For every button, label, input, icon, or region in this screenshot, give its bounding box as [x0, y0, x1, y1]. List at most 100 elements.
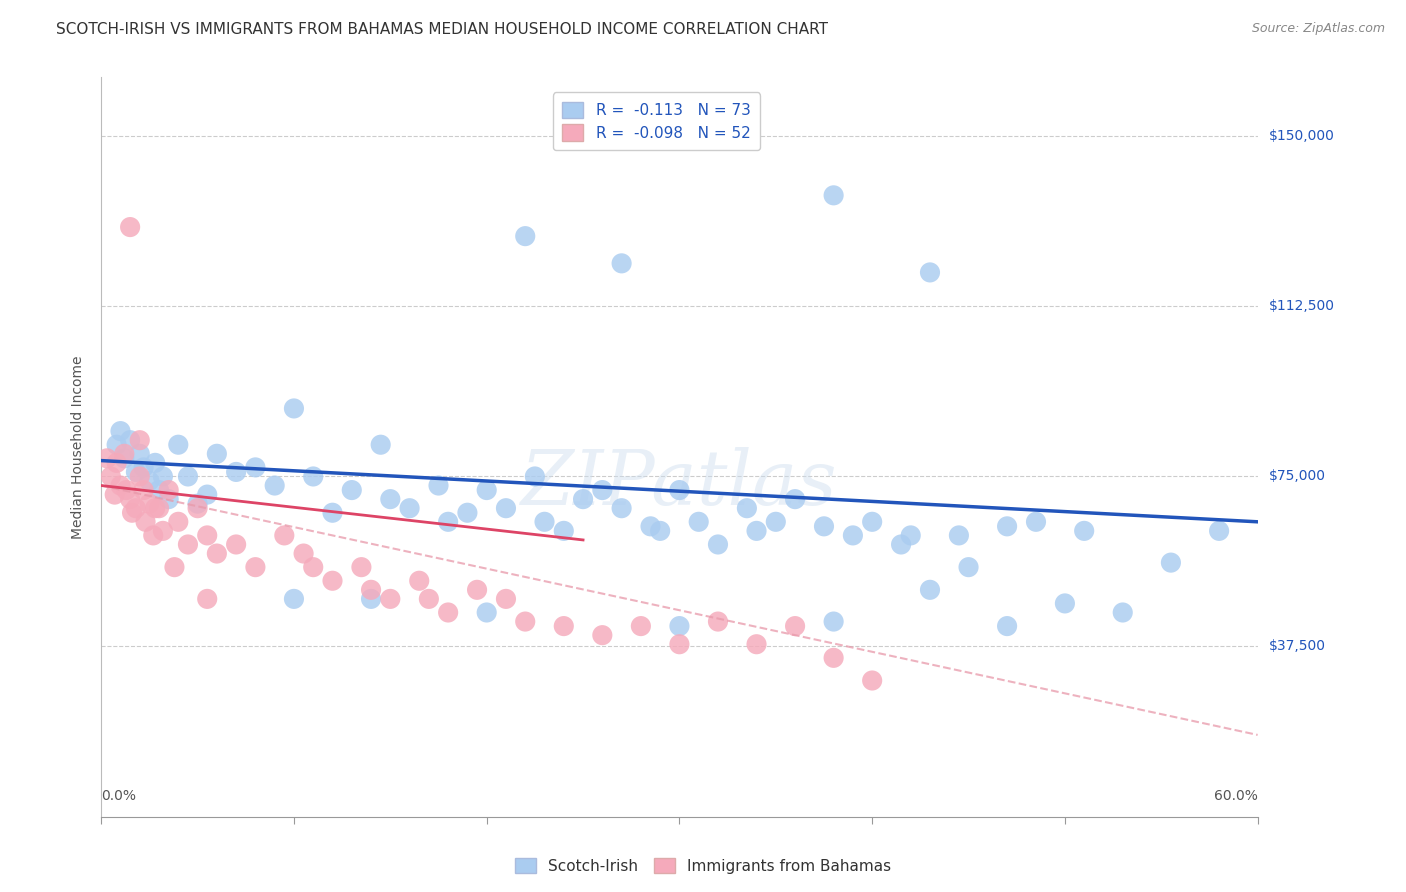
Point: [475, 483, 498, 497]
Point: [128, 469, 150, 483]
Point: [610, 256, 633, 270]
Point: [163, 560, 186, 574]
Point: [115, 483, 138, 497]
Point: [437, 606, 460, 620]
Point: [533, 515, 555, 529]
Point: [948, 528, 970, 542]
Point: [138, 474, 160, 488]
Text: Source: ZipAtlas.com: Source: ZipAtlas.com: [1251, 22, 1385, 36]
Point: [125, 465, 148, 479]
Point: [553, 619, 575, 633]
Point: [132, 483, 155, 497]
Point: [120, 492, 142, 507]
Point: [96, 451, 118, 466]
Point: [340, 483, 363, 497]
Point: [465, 582, 488, 597]
Point: [725, 106, 748, 120]
Point: [283, 401, 305, 416]
Text: 60.0%: 60.0%: [1213, 789, 1257, 804]
Point: [205, 547, 228, 561]
Point: [205, 447, 228, 461]
Point: [572, 492, 595, 507]
Point: [177, 469, 200, 483]
Point: [195, 487, 218, 501]
Point: [292, 547, 315, 561]
Point: [380, 492, 402, 507]
Point: [515, 615, 537, 629]
Point: [132, 460, 155, 475]
Point: [100, 469, 122, 483]
Point: [456, 506, 478, 520]
Point: [745, 637, 768, 651]
Point: [495, 591, 517, 606]
Point: [112, 451, 135, 466]
Point: [120, 220, 142, 235]
Point: [650, 524, 672, 538]
Point: [110, 424, 132, 438]
Point: [408, 574, 430, 588]
Point: [1208, 524, 1230, 538]
Text: $112,500: $112,500: [1268, 300, 1334, 313]
Text: 0.0%: 0.0%: [101, 789, 136, 804]
Point: [668, 483, 690, 497]
Point: [591, 628, 613, 642]
Point: [553, 524, 575, 538]
Point: [957, 560, 980, 574]
Point: [813, 519, 835, 533]
Point: [157, 492, 180, 507]
Point: [735, 501, 758, 516]
Point: [195, 591, 218, 606]
Point: [823, 615, 845, 629]
Point: [112, 447, 135, 461]
Point: [1073, 524, 1095, 538]
Point: [148, 483, 170, 497]
Y-axis label: Median Household Income: Median Household Income: [72, 355, 86, 539]
Point: [135, 515, 157, 529]
Point: [143, 456, 166, 470]
Point: [515, 229, 537, 244]
Point: [225, 537, 247, 551]
Point: [745, 524, 768, 538]
Point: [263, 478, 285, 492]
Point: [995, 619, 1018, 633]
Point: [302, 560, 325, 574]
Text: SCOTCH-IRISH VS IMMIGRANTS FROM BAHAMAS MEDIAN HOUSEHOLD INCOME CORRELATION CHAR: SCOTCH-IRISH VS IMMIGRANTS FROM BAHAMAS …: [56, 22, 828, 37]
Point: [380, 591, 402, 606]
Point: [523, 469, 546, 483]
Point: [125, 501, 148, 516]
Point: [1160, 556, 1182, 570]
Point: [995, 519, 1018, 533]
Point: [321, 506, 343, 520]
Point: [640, 519, 662, 533]
Text: $75,000: $75,000: [1268, 469, 1326, 483]
Point: [370, 438, 392, 452]
Point: [360, 582, 382, 597]
Point: [900, 528, 922, 542]
Point: [630, 619, 652, 633]
Point: [1025, 515, 1047, 529]
Point: [918, 265, 941, 279]
Point: [120, 433, 142, 447]
Point: [398, 501, 420, 516]
Point: [177, 537, 200, 551]
Point: [128, 447, 150, 461]
Point: [1112, 606, 1135, 620]
Point: [321, 574, 343, 588]
Point: [668, 619, 690, 633]
Point: [475, 606, 498, 620]
Point: [783, 492, 806, 507]
Point: [823, 188, 845, 202]
Point: [187, 497, 209, 511]
Point: [157, 483, 180, 497]
Point: [152, 469, 174, 483]
Point: [152, 524, 174, 538]
Point: [360, 591, 382, 606]
Point: [350, 560, 373, 574]
Point: [105, 438, 128, 452]
Point: [591, 483, 613, 497]
Point: [167, 515, 190, 529]
Point: [823, 650, 845, 665]
Point: [610, 501, 633, 516]
Point: [283, 591, 305, 606]
Point: [765, 515, 787, 529]
